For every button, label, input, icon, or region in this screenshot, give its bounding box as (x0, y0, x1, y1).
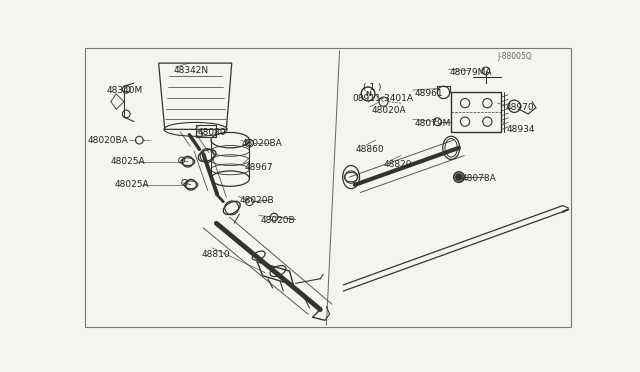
Text: 48020BA: 48020BA (88, 136, 129, 145)
Text: 48934: 48934 (507, 125, 535, 134)
Text: N: N (365, 91, 371, 97)
Text: 48970: 48970 (505, 103, 534, 112)
Text: 48820: 48820 (383, 160, 412, 169)
Text: J-88005Q: J-88005Q (497, 52, 532, 61)
Text: 48967: 48967 (245, 163, 273, 171)
Text: 48025A: 48025A (115, 180, 149, 189)
Circle shape (456, 174, 462, 180)
Text: 48080: 48080 (197, 128, 226, 137)
Text: 48810: 48810 (202, 250, 230, 259)
Text: 48340M: 48340M (106, 86, 143, 95)
Circle shape (454, 172, 464, 183)
Text: 48020A: 48020A (371, 106, 406, 115)
Text: ( 1 ): ( 1 ) (364, 83, 382, 92)
Text: 08911-3401A: 08911-3401A (353, 94, 413, 103)
Text: 48020B: 48020B (239, 196, 274, 205)
Text: 48020BA: 48020BA (242, 140, 282, 148)
Text: 48860: 48860 (356, 145, 385, 154)
Text: 48079M: 48079M (414, 119, 451, 128)
Text: 48020B: 48020B (260, 216, 295, 225)
Text: 48961: 48961 (414, 89, 443, 99)
Text: 48025A: 48025A (110, 157, 145, 166)
Text: 48342N: 48342N (174, 66, 209, 75)
Text: 48078A: 48078A (462, 174, 497, 183)
Text: 48079MA: 48079MA (450, 68, 492, 77)
